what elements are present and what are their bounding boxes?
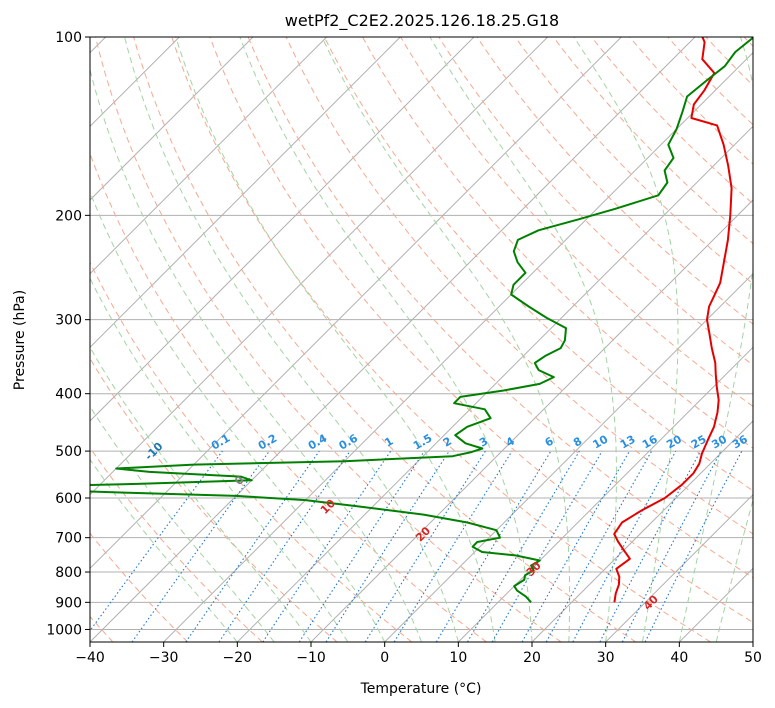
x-tick-label: 30 — [597, 650, 615, 666]
dry-adiabat-line — [209, 37, 753, 623]
x-tick-label: −30 — [149, 650, 179, 666]
y-tick-label: 500 — [55, 444, 82, 460]
dry-adiabat-line — [90, 357, 338, 642]
dry-adiabat-line — [90, 446, 263, 642]
series-line — [90, 37, 753, 603]
sounding-series — [90, 37, 753, 603]
mixing-ratio-line — [325, 450, 450, 642]
y-tick-label: 700 — [55, 531, 82, 547]
y-tick-label: 1000 — [46, 622, 82, 638]
mixing-ratio-line — [218, 450, 351, 642]
dry-adiabat-line — [362, 37, 753, 449]
moist-adiabats — [90, 37, 753, 642]
x-tick-label: 10 — [449, 650, 467, 666]
dry-adiabat-line — [438, 37, 753, 366]
x-tick-label: 0 — [380, 650, 389, 666]
mixing-ratio-lines — [90, 450, 743, 642]
moist-adiabat-line — [90, 277, 349, 642]
moist-adiabat-line — [90, 405, 275, 642]
x-tick-label: 40 — [670, 650, 688, 666]
moist-adiabat-line — [715, 498, 753, 642]
moist-adiabat-line — [90, 458, 238, 642]
plot-area: -100-90-80-70-60-50-40-30-20-10010203040… — [90, 37, 753, 642]
mixing-ratio-line — [644, 450, 743, 642]
y-tick-label: 800 — [55, 565, 82, 581]
dry-adiabat-line — [400, 37, 753, 407]
mixing-ratio-line — [393, 450, 513, 642]
isotherm-line — [90, 37, 475, 422]
mixing-ratio-line — [262, 450, 392, 642]
mixing-ratio-line — [298, 450, 425, 642]
isotherm-line — [236, 125, 753, 642]
x-axis-ticks: −40 −30 −20 −10 0 10 20 30 40 50 — [75, 642, 762, 666]
y-tick-label: 400 — [55, 387, 82, 403]
y-tick-label: 600 — [55, 491, 82, 507]
dry-adiabat-line — [285, 37, 753, 535]
mixing-ratio-line — [90, 450, 223, 632]
dry-adiabat-line — [247, 37, 753, 579]
y-tick-label: 900 — [55, 595, 82, 611]
moist-adiabat-line — [175, 37, 496, 642]
isotherm-line — [90, 37, 328, 275]
chart-title: wetPf2_C2E2.2025.126.18.25.G18 — [285, 11, 559, 31]
mixing-ratio-line — [572, 450, 677, 642]
dry-adiabat-line — [94, 37, 562, 642]
isotherm-line — [163, 51, 753, 642]
isotherm-line — [90, 37, 549, 496]
y-tick-label: 200 — [55, 208, 82, 224]
dry-adiabats — [90, 37, 753, 642]
y-axis-ticks: 100 200 300 400 500 600 700 800 900 1000 — [46, 30, 90, 638]
plot-frame — [89, 36, 754, 643]
isotherm-line — [90, 37, 254, 201]
mixing-ratio-line — [545, 450, 653, 642]
moist-adiabat-line — [573, 37, 679, 642]
y-axis-label: Pressure (hPa) — [12, 290, 28, 390]
isotherm-line — [605, 493, 753, 642]
dry-adiabat-line — [90, 152, 487, 642]
skewed-isotherms — [90, 37, 753, 642]
x-tick-label: 20 — [523, 650, 541, 666]
moist-adiabat-line — [321, 37, 571, 642]
dry-adiabat-line — [323, 37, 753, 492]
mixing-ratio-line — [185, 450, 320, 642]
isotherm-line — [90, 37, 622, 570]
moist-adiabat-line — [90, 67, 422, 642]
dry-adiabat-line — [90, 261, 413, 642]
moist-adiabat-line — [90, 190, 386, 642]
moist-adiabat-line — [124, 37, 459, 642]
x-tick-label: −10 — [296, 650, 326, 666]
moist-adiabat-line — [678, 37, 753, 642]
x-tick-label: −40 — [75, 650, 105, 666]
y-tick-label: 300 — [55, 313, 82, 329]
y-tick-label: 100 — [55, 30, 82, 46]
x-axis-label: Temperature (°C) — [360, 681, 482, 697]
series-line — [613, 37, 733, 603]
moist-adiabat-line — [90, 346, 312, 642]
moist-adiabat-line — [429, 37, 617, 642]
mixing-ratio-line — [521, 450, 630, 642]
isotherm-line — [457, 346, 753, 642]
isotherm-line — [531, 420, 753, 642]
x-tick-label: 50 — [744, 650, 762, 666]
x-tick-label: −20 — [223, 650, 253, 666]
isotherm-line — [90, 37, 401, 349]
mixing-ratio-line — [131, 450, 270, 642]
dry-adiabat-line — [133, 37, 637, 642]
